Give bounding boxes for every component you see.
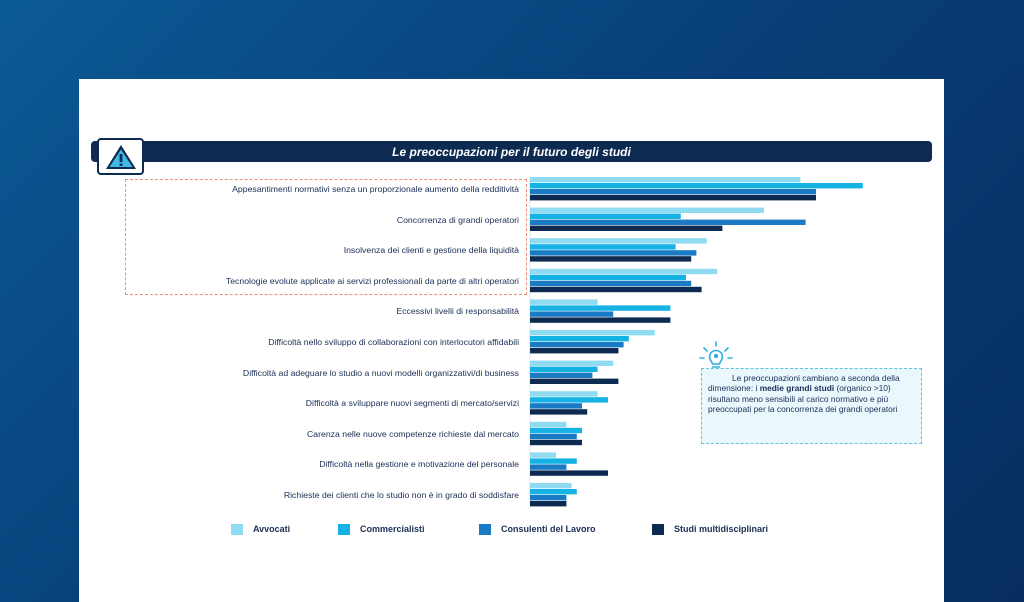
bar-1-3 bbox=[530, 225, 723, 231]
legend-label: Studi multidisciplinari bbox=[674, 524, 769, 534]
legend-swatch bbox=[231, 523, 243, 535]
bar-10-0 bbox=[530, 483, 572, 489]
bar-5-2 bbox=[530, 342, 624, 348]
bar-4-1 bbox=[530, 305, 671, 311]
category-label: Richieste dei clienti che lo studio non … bbox=[283, 490, 519, 500]
bar-9-1 bbox=[530, 458, 577, 464]
bar-9-2 bbox=[530, 464, 567, 470]
legend-item: Studi multidisciplinari bbox=[652, 522, 768, 536]
bar-8-0 bbox=[530, 421, 567, 428]
content-card bbox=[79, 79, 944, 602]
note-text-2: (organico >10) risultano meno sensibili … bbox=[708, 383, 898, 415]
bar-7-2 bbox=[530, 403, 582, 409]
bar-6-0 bbox=[530, 360, 614, 366]
bar-2-1 bbox=[530, 244, 676, 250]
warning-badge bbox=[97, 138, 144, 175]
bar-5-3 bbox=[530, 348, 619, 354]
bar-2-3 bbox=[530, 256, 692, 262]
category-label: Carenza nelle nuove competenze richieste… bbox=[307, 428, 519, 439]
lightbulb-icon bbox=[699, 341, 733, 371]
bar-9-0 bbox=[530, 452, 556, 458]
highlight-box bbox=[125, 179, 527, 295]
bar-7-1 bbox=[530, 397, 608, 403]
bar-0-1 bbox=[530, 183, 863, 189]
bar-0-2 bbox=[530, 189, 816, 195]
legend-label: Commercialisti bbox=[360, 524, 425, 534]
bar-0-3 bbox=[530, 195, 816, 201]
category-label: Appesantimenti normativi senza un propor… bbox=[232, 184, 519, 194]
bar-8-3 bbox=[530, 439, 582, 446]
warning-triangle-icon bbox=[105, 144, 136, 169]
category-label: Difficoltà ad adeguare lo studio a nuovi… bbox=[242, 367, 519, 378]
bar-4-3 bbox=[530, 317, 671, 323]
bar-3-0 bbox=[530, 268, 718, 275]
bar-5-0 bbox=[530, 330, 655, 336]
bar-1-1 bbox=[530, 213, 681, 219]
bar-2-0 bbox=[530, 238, 707, 244]
note-text-1: Le preoccupazioni cambiano a seconda del… bbox=[708, 373, 900, 394]
bar-6-2 bbox=[530, 372, 593, 378]
bar-6-3 bbox=[530, 378, 619, 384]
legend-swatch bbox=[652, 523, 664, 535]
legend-item: Avvocati bbox=[231, 522, 290, 536]
legend-item: Consulenti del Lavoro bbox=[479, 522, 596, 536]
bar-7-0 bbox=[530, 391, 598, 397]
category-label: Eccessivi livelli di responsabilità bbox=[396, 306, 519, 317]
legend-label: Avvocati bbox=[253, 524, 291, 534]
bar-6-1 bbox=[530, 366, 598, 372]
category-label: Difficoltà nella gestione e motivazione … bbox=[319, 459, 519, 470]
bar-10-3 bbox=[530, 501, 567, 507]
bar-2-2 bbox=[530, 250, 697, 256]
bar-0-0 bbox=[530, 177, 801, 183]
category-label: Difficoltà nello sviluppo di collaborazi… bbox=[268, 337, 519, 347]
bar-1-2 bbox=[530, 219, 806, 225]
legend-swatch bbox=[479, 523, 491, 535]
bar-10-1 bbox=[530, 489, 577, 495]
bar-8-2 bbox=[530, 433, 577, 440]
bar-7-3 bbox=[530, 409, 588, 415]
legend-item: Commercialisti bbox=[338, 522, 425, 536]
category-label: Insolvenza dei clienti e gestione della … bbox=[343, 245, 519, 256]
bar-5-1 bbox=[530, 336, 629, 342]
bar-3-2 bbox=[530, 280, 692, 287]
bar-1-0 bbox=[530, 207, 764, 213]
bar-3-1 bbox=[530, 274, 686, 281]
legend-label: Consulenti del Lavoro bbox=[501, 524, 596, 534]
bar-9-3 bbox=[530, 470, 608, 476]
bar-3-3 bbox=[530, 286, 702, 293]
bar-10-2 bbox=[530, 495, 567, 501]
bar-4-2 bbox=[530, 311, 614, 317]
bar-4-0 bbox=[530, 299, 598, 305]
bar-8-1 bbox=[530, 427, 582, 434]
category-label: Tecnologie evolute applicate ai servizi … bbox=[225, 275, 519, 286]
category-label: Concorrenza di grandi operatori bbox=[396, 214, 519, 225]
note-bold: medie grandi studi bbox=[759, 383, 835, 394]
category-label: Difficoltà a sviluppare nuovi segmenti d… bbox=[305, 398, 519, 409]
legend-swatch bbox=[338, 523, 350, 535]
chart-title: Le preoccupazioni per il futuro degli st… bbox=[91, 141, 932, 162]
insight-note: Le preoccupazioni cambiano a seconda del… bbox=[701, 368, 922, 444]
